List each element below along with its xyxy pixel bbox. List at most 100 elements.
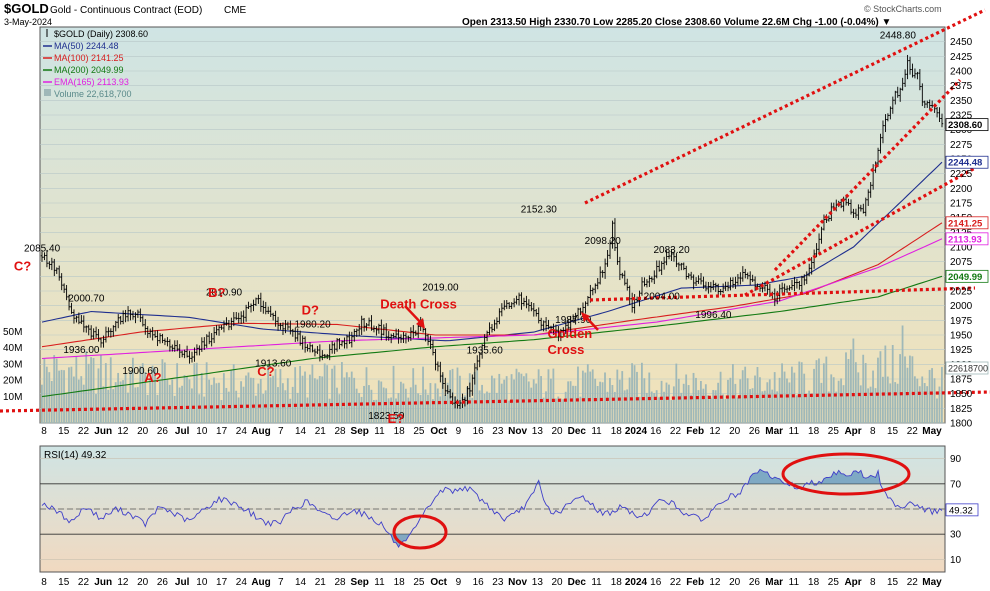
- x-tick-label: 7: [278, 577, 284, 588]
- volume-bar: [734, 383, 737, 423]
- uptrend-line-low: [744, 166, 976, 297]
- volume-bar: [564, 391, 567, 423]
- volume-bar: [768, 379, 771, 423]
- volume-bar: [913, 376, 916, 423]
- x-tick-label: 26: [157, 426, 169, 437]
- volume-bar: [741, 370, 744, 423]
- x-tick-label: Nov: [508, 426, 527, 437]
- volume-bar: [682, 383, 685, 423]
- volume-bar: [87, 363, 90, 423]
- volume-bar: [731, 364, 734, 423]
- volume-bar: [845, 352, 847, 423]
- volume-bar: [854, 362, 857, 423]
- volume-bar: [412, 368, 415, 423]
- x-axis-top: 8 15 22 Jun 12 20 26 Jul 10 17 24 Aug 7 14 21 28 Sep 11 18…: [41, 426, 942, 437]
- x-tick-label: 8: [41, 426, 47, 437]
- volume-bar: [203, 396, 206, 423]
- price-tick-label: 1850: [950, 389, 973, 400]
- exchange-label: CME: [224, 5, 247, 16]
- rsi-value-text: 49.32: [949, 505, 973, 516]
- volume-bar: [82, 384, 85, 423]
- volume-bar: [628, 377, 631, 423]
- volume-bar: [872, 370, 874, 423]
- price-tick-label: 2275: [950, 140, 973, 151]
- price-label: 2010.90: [206, 287, 243, 298]
- volume-bar: [559, 398, 562, 423]
- volume-bar: [606, 391, 609, 423]
- volume-bar: [427, 394, 429, 423]
- volume-bar: [545, 391, 547, 423]
- volume-bar: [668, 384, 670, 423]
- value-marker-box: [945, 232, 989, 246]
- volume-bar: [380, 381, 383, 423]
- x-tick-label: 7: [278, 426, 284, 437]
- volume-bar: [107, 389, 110, 423]
- x-tick-label: 9: [456, 426, 462, 437]
- x-tick-label: Jul: [175, 577, 190, 588]
- volume-bar: [48, 372, 51, 423]
- volume-bar: [894, 382, 897, 423]
- x-tick-label: 24: [236, 426, 248, 437]
- x-tick-label: 26: [749, 577, 761, 588]
- x-tick-label: 20: [137, 426, 149, 437]
- volume-tick-label: 40M: [3, 343, 22, 354]
- volume-bar: [751, 388, 754, 423]
- volume-bar: [813, 368, 815, 423]
- volume-bar: [318, 376, 321, 423]
- x-tick-label: Dec: [568, 426, 587, 437]
- volume-bar: [613, 391, 616, 423]
- volume-bar: [395, 398, 397, 423]
- x-tick-label: 28: [334, 577, 346, 588]
- price-label: 1987.90: [555, 315, 592, 326]
- volume-bar: [515, 368, 518, 423]
- volume-bar: [633, 365, 636, 423]
- value-marker-box: [945, 269, 989, 283]
- volume-bar: [326, 365, 329, 423]
- volume-bar: [348, 377, 351, 423]
- volume-bar: [390, 397, 392, 423]
- volume-bar: [704, 384, 707, 423]
- x-tick-label: May: [922, 426, 942, 437]
- volume-bar: [707, 395, 710, 423]
- x-tick-label: 2024: [625, 426, 648, 437]
- x-tick-label: 12: [709, 426, 721, 437]
- value-marker-box: [945, 155, 989, 169]
- price-label: 2448.80: [880, 30, 917, 41]
- volume-bar: [109, 357, 112, 423]
- volume-bar: [874, 388, 877, 423]
- price-tick-label: 2025: [950, 287, 973, 298]
- volume-bar: [100, 355, 102, 423]
- moving-averages: [41, 161, 943, 398]
- volume-bar: [254, 395, 257, 423]
- x-tick-label: Nov: [508, 577, 527, 588]
- price-tick-label: 2425: [950, 52, 973, 63]
- volume-bar: [660, 380, 663, 423]
- volume-bar: [80, 376, 83, 423]
- volume-bar: [665, 382, 668, 423]
- volume-bar: [918, 386, 921, 423]
- volume-bar: [906, 367, 909, 423]
- legend-entry: MA(200) 2049.99: [54, 65, 124, 75]
- volume-bar: [825, 356, 828, 423]
- volume-bar: [363, 385, 365, 423]
- volume-bar: [392, 365, 395, 423]
- volume-bar: [60, 369, 63, 423]
- x-tick-label: Aug: [251, 426, 270, 437]
- volume-bar: [604, 372, 606, 423]
- x-tick-label: 2024: [625, 577, 648, 588]
- volume-bar: [358, 392, 361, 423]
- volume-bar: [884, 345, 887, 423]
- volume-bar: [700, 381, 702, 423]
- volume-bar: [159, 381, 161, 423]
- volume-bar: [58, 370, 61, 423]
- price-tick-label: 2100: [950, 243, 973, 254]
- price-label: 2000.70: [68, 293, 105, 304]
- volume-bar: [114, 382, 117, 423]
- volume-bar: [837, 380, 840, 423]
- volume-bar: [141, 363, 144, 423]
- volume-bar: [471, 397, 474, 423]
- volume-tick-label: 50M: [3, 327, 22, 338]
- x-tick-label: Oct: [430, 577, 447, 588]
- volume-bar: [439, 396, 442, 423]
- volume-bar: [840, 378, 842, 423]
